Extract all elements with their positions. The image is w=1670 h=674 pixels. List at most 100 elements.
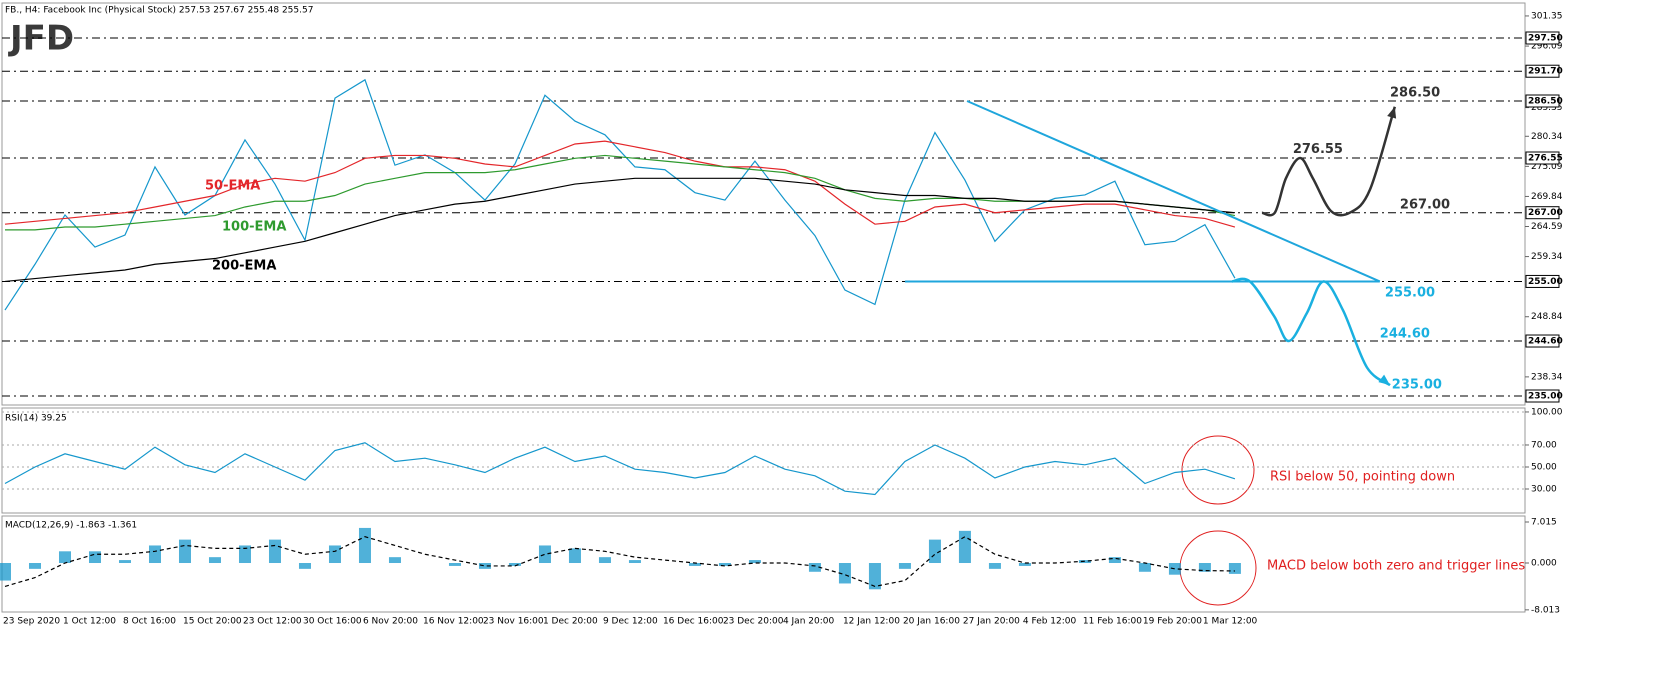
x-tick-label: 6 Nov 20:00 bbox=[363, 617, 418, 627]
level-label: 267.00 bbox=[1528, 208, 1563, 218]
projection bbox=[1231, 277, 1391, 387]
logo: JFD bbox=[8, 19, 74, 59]
panel-title: RSI(14) 39.25 bbox=[5, 414, 67, 424]
histogram-bar bbox=[478, 563, 491, 569]
series-line bbox=[4, 78, 1236, 311]
annotation: 235.00 bbox=[1392, 378, 1442, 393]
x-tick-label: 9 Dec 12:00 bbox=[603, 617, 658, 627]
x-tick-label: 1 Dec 20:00 bbox=[543, 617, 598, 627]
rsi-frame bbox=[1, 407, 1526, 514]
series-label: 100-EMA bbox=[222, 220, 286, 235]
series-label: 200-EMA bbox=[212, 259, 276, 274]
histogram-bar bbox=[808, 563, 821, 572]
level-label: 255.00 bbox=[1528, 277, 1563, 287]
projection bbox=[1261, 106, 1397, 217]
histogram-bar bbox=[178, 539, 191, 564]
highlight-circle bbox=[1181, 435, 1255, 505]
histogram-bar bbox=[118, 560, 131, 564]
histogram-bar bbox=[328, 545, 341, 564]
annotation: 276.55 bbox=[1293, 142, 1343, 157]
x-tick-label: 16 Dec 16:00 bbox=[663, 617, 724, 627]
x-tick-label: 15 Oct 20:00 bbox=[183, 617, 242, 627]
histogram-bar bbox=[88, 551, 101, 564]
panel-title: MACD(12,26,9) -1.863 -1.361 bbox=[5, 521, 137, 531]
histogram-bar bbox=[1168, 563, 1181, 575]
histogram-bar bbox=[838, 563, 851, 584]
y-tick-label: 275.09 bbox=[1531, 162, 1563, 172]
level-box bbox=[1525, 151, 1560, 165]
series-line bbox=[4, 177, 1235, 283]
x-tick-label: 16 Nov 12:00 bbox=[423, 617, 484, 627]
level-label: 291.70 bbox=[1528, 67, 1563, 77]
histogram-bar bbox=[1078, 560, 1091, 564]
histogram-bar bbox=[58, 551, 71, 564]
histogram-bar bbox=[988, 563, 1001, 569]
histogram-bar bbox=[598, 557, 611, 564]
y-tick-label: 238.34 bbox=[1531, 372, 1563, 382]
y-tick-label: 100.00 bbox=[1531, 407, 1563, 417]
annotation: 267.00 bbox=[1400, 197, 1450, 212]
annotation: 255.00 bbox=[1385, 285, 1435, 300]
histogram-bar bbox=[448, 563, 461, 566]
level-label: 286.50 bbox=[1528, 97, 1563, 107]
y-tick-label: 296.09 bbox=[1531, 42, 1563, 52]
highlight-circle bbox=[1179, 530, 1257, 606]
trendline bbox=[966, 100, 1381, 283]
x-tick-label: 23 Dec 20:00 bbox=[723, 617, 784, 627]
histogram-bar bbox=[148, 545, 161, 564]
histogram-bar bbox=[1198, 563, 1211, 572]
arrow-head bbox=[1378, 374, 1391, 386]
histogram-bar bbox=[538, 545, 551, 564]
y-tick-label: 259.34 bbox=[1531, 252, 1563, 262]
x-tick-label: 11 Feb 16:00 bbox=[1083, 617, 1142, 627]
x-tick-label: 8 Oct 16:00 bbox=[123, 617, 176, 627]
histogram-bar bbox=[298, 563, 311, 569]
x-tick-label: 30 Oct 16:00 bbox=[303, 617, 362, 627]
y-tick-label: 264.59 bbox=[1531, 222, 1563, 232]
arrow-head bbox=[1387, 106, 1397, 119]
x-tick-label: 23 Nov 16:00 bbox=[483, 617, 544, 627]
annotation: 244.60 bbox=[1380, 327, 1430, 342]
histogram-bar bbox=[358, 527, 371, 564]
x-tick-label: 23 Sep 2020 bbox=[3, 617, 60, 627]
x-tick-label: 1 Oct 12:00 bbox=[63, 617, 116, 627]
histogram-bar bbox=[748, 560, 761, 564]
level-box bbox=[1525, 31, 1560, 45]
y-tick-label: 285.35 bbox=[1531, 103, 1563, 113]
level-box bbox=[1525, 334, 1560, 348]
y-tick-label: 50.00 bbox=[1531, 462, 1557, 472]
level-label: 297.50 bbox=[1528, 33, 1563, 43]
histogram-bar bbox=[568, 548, 581, 564]
histogram-bar bbox=[1138, 563, 1151, 572]
annotation: MACD below both zero and trigger lines bbox=[1267, 559, 1525, 574]
y-tick-label: 301.35 bbox=[1531, 11, 1563, 21]
level-label: 276.55 bbox=[1528, 154, 1563, 164]
annotation: 286.50 bbox=[1390, 85, 1440, 100]
histogram-bar bbox=[628, 560, 641, 564]
histogram-bar bbox=[0, 563, 11, 581]
level-box bbox=[1525, 274, 1560, 288]
level-label: 244.60 bbox=[1528, 337, 1563, 347]
level-box bbox=[1525, 94, 1560, 108]
x-tick-label: 4 Jan 20:00 bbox=[783, 617, 835, 627]
histogram-bar bbox=[688, 563, 701, 566]
histogram-bar bbox=[268, 539, 281, 564]
histogram-bar bbox=[238, 545, 251, 564]
level-label: 235.00 bbox=[1528, 392, 1563, 402]
x-tick-label: 12 Jan 12:00 bbox=[843, 617, 900, 627]
series-line bbox=[4, 140, 1236, 228]
level-box bbox=[1525, 389, 1560, 403]
y-tick-label: 280.34 bbox=[1531, 132, 1563, 142]
histogram-bar bbox=[28, 563, 41, 569]
histogram-bar bbox=[1108, 557, 1121, 564]
histogram-bar bbox=[1018, 563, 1031, 566]
y-tick-label: 248.84 bbox=[1531, 312, 1563, 322]
series-line bbox=[4, 536, 1235, 588]
histogram-bar bbox=[718, 563, 731, 566]
x-tick-label: 27 Jan 20:00 bbox=[963, 617, 1020, 627]
series-line bbox=[5, 154, 1236, 231]
y-tick-label: 70.00 bbox=[1531, 440, 1557, 450]
x-tick-label: 1 Mar 12:00 bbox=[1203, 617, 1258, 627]
x-tick-label: 20 Jan 16:00 bbox=[903, 617, 960, 627]
